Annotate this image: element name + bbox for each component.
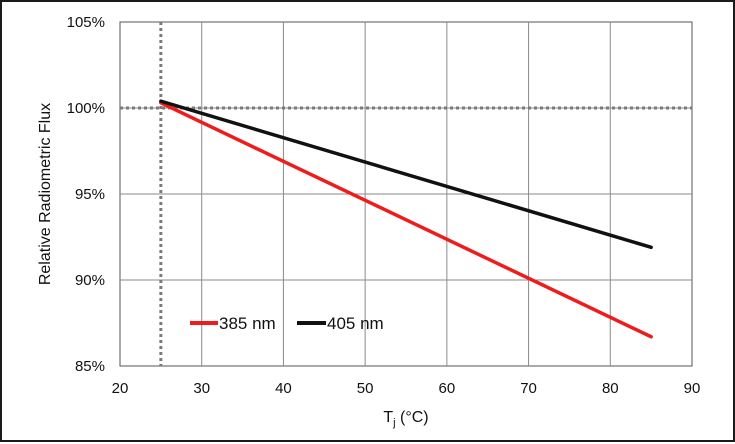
x-axis-title-main: T [383,409,393,426]
x-axis-title-unit: (°C) [396,409,429,426]
x-axis-title-subscript: j [392,417,395,429]
y-tick-90: 90% [75,272,105,289]
x-tick-20: 20 [112,380,129,397]
x-tick-30: 30 [193,380,210,397]
series-line-385nm [159,101,653,339]
x-tick-80: 80 [602,380,619,397]
legend-label-385nm: 385 nm [219,314,276,333]
reference-lines [120,22,692,366]
x-tick-60: 60 [439,380,456,397]
x-tick-40: 40 [275,380,292,397]
x-tick-50: 50 [357,380,374,397]
y-tick-95: 95% [75,186,105,203]
x-axis-title: Tj (°C) [383,409,428,429]
y-axis-title: Relative Radiometric Flux [37,103,54,285]
legend: 385 nm 405 nm [190,314,384,333]
x-tick-90: 90 [684,380,701,397]
x-tick-labels: 20 30 40 50 60 70 80 90 [112,380,701,397]
x-tick-70: 70 [520,380,537,397]
y-tick-labels: 85% 90% 95% 100% 105% [67,14,105,375]
series-lines [159,99,653,339]
series-line-405nm [159,99,653,250]
legend-label-405nm: 405 nm [327,314,384,333]
y-tick-105: 105% [67,14,105,31]
y-tick-85: 85% [75,358,105,375]
y-tick-100: 100% [67,100,105,117]
